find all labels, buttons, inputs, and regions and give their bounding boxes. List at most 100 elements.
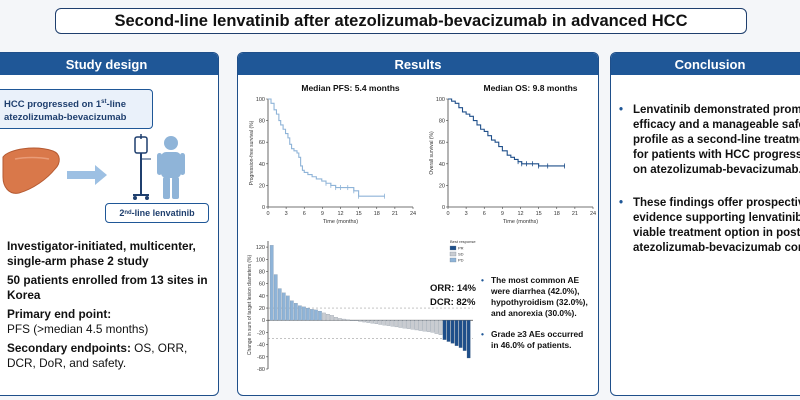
waterfall-bar [342, 318, 346, 321]
pfs-ytick-label: 20 [259, 183, 265, 189]
pfs-ylabel: Progression-free survival (%) [249, 120, 255, 185]
os-title: Median OS: 9.8 months [484, 83, 578, 93]
waterfall-bar [398, 320, 403, 328]
waterfall-bar [426, 320, 431, 332]
waterfall-ytick-label: 100 [256, 257, 265, 263]
study-design-header: Study design [0, 53, 218, 75]
waterfall-bar [434, 320, 439, 334]
os-ylabel: Overall survival (%) [429, 131, 435, 175]
iv-stand-icon [133, 134, 151, 200]
waterfall-ytick-label: 60 [259, 282, 265, 288]
waterfall-ytick-label: -20 [257, 330, 265, 336]
waterfall-bar [326, 314, 330, 321]
waterfall-bar [366, 320, 370, 323]
waterfall-bar [285, 295, 290, 321]
results-panel: Results Median PFS: 5.4 months 0 20 40 60 80 1… [237, 52, 599, 396]
waterfall-bar [350, 320, 354, 321]
pfs-ytick-label: 100 [256, 97, 265, 103]
waterfall-bar [382, 320, 387, 326]
waterfall-ytick-label: 0 [262, 318, 265, 324]
waterfall-ytick-label: 20 [259, 306, 265, 312]
waterfall-bar [318, 310, 322, 321]
waterfall-bar [310, 309, 314, 321]
pfs-ytick-label: 80 [259, 119, 265, 125]
study-design-panel: Study design HCC progressed on 1st-line … [0, 52, 219, 396]
pfs-ytick-label: 60 [259, 140, 265, 146]
os-ytick-label: 0 [442, 205, 445, 211]
waterfall-bar [358, 320, 362, 322]
pfs-xtick-label: 9 [321, 211, 324, 217]
secondary-endpoints-label: Secondary endpoints: [7, 341, 131, 355]
os-ytick-label: 20 [439, 183, 445, 189]
waterfall-bar [338, 318, 342, 321]
waterfall-bar [458, 320, 463, 348]
hcc-progressed-box: HCC progressed on 1st-line atezolizumab-… [0, 89, 153, 129]
pfs-xtick-label: 21 [392, 211, 398, 217]
conclusion-point-1: Lenvatinib demonstrated promising effica… [619, 103, 800, 178]
pfs-xtick-label: 3 [285, 211, 288, 217]
waterfall-bar [314, 309, 318, 321]
os-xtick-label: 18 [554, 211, 560, 217]
pfs-xtick-label: 15 [356, 211, 362, 217]
ae-common: The most common AE were diarrhea (42.0%)… [481, 275, 591, 319]
os-xtick-label: 3 [465, 211, 468, 217]
ae-grade3: Grade ≥3 AEs occurred in 46.0% of patien… [481, 329, 591, 351]
study-design-text: Investigator-initiated, multicenter, sin… [7, 239, 217, 375]
waterfall-legend-swatch [449, 245, 457, 251]
waterfall-bar [269, 245, 274, 321]
os-xlabel: Time (months) [503, 219, 538, 225]
os-xtick-label: 21 [572, 211, 578, 217]
waterfall-ytick-label: 120 [256, 245, 265, 251]
waterfall-bar [374, 320, 379, 324]
patient-icon [157, 136, 185, 199]
hcc-line1: HCC progressed on 1 [4, 99, 102, 111]
waterfall-bar [430, 320, 435, 333]
conclusion-header: Conclusion [611, 53, 800, 75]
primary-endpoint-value: PFS (>median 4.5 months) [7, 322, 149, 336]
waterfall-bar [330, 315, 334, 321]
dcr-label: DCR: 82% [430, 297, 476, 308]
waterfall-legend-label: PD [458, 258, 464, 263]
conclusion-list: Lenvatinib demonstrated promising effica… [619, 103, 800, 274]
pfs-curve [268, 98, 385, 197]
waterfall-bar [462, 320, 467, 351]
os-xtick-label: 9 [501, 211, 504, 217]
waterfall-bar [422, 320, 427, 332]
os-xtick-label: 12 [517, 211, 523, 217]
waterfall-bar [302, 306, 306, 321]
waterfall-bar [370, 320, 375, 324]
waterfall-bar [410, 320, 415, 330]
waterfall-bar [386, 320, 391, 326]
waterfall-bar [289, 300, 294, 321]
waterfall-legend-title: Best response [450, 239, 476, 244]
pfs-title: Median PFS: 5.4 months [301, 83, 400, 93]
waterfall-legend-label: PR [458, 246, 464, 251]
waterfall-bar [414, 320, 419, 331]
os-xtick-label: 15 [536, 211, 542, 217]
pfs-xtick-label: 18 [374, 211, 380, 217]
os-ytick-label: 40 [439, 162, 445, 168]
conclusion-panel: Conclusion Lenvatinib demonstrated promi… [610, 52, 800, 396]
waterfall-legend-swatch [449, 251, 457, 257]
lenva-pre: 2 [119, 208, 125, 218]
waterfall-ytick-label: 80 [259, 269, 265, 275]
adverse-events-list: The most common AE were diarrhea (42.0%)… [481, 275, 591, 361]
primary-endpoint-label: Primary end point: [7, 307, 112, 321]
waterfall-ytick-label: -60 [257, 355, 265, 361]
hcc-line1b: -line [106, 99, 127, 111]
pfs-xtick-label: 24 [410, 211, 416, 217]
os-xtick-label: 0 [446, 211, 449, 217]
waterfall-bar [446, 320, 451, 342]
waterfall-bar [438, 320, 443, 335]
pfs-xtick-label: 6 [303, 211, 306, 217]
waterfall-bar [306, 307, 310, 321]
orr-label: ORR: 14% [430, 283, 476, 294]
waterfall-bar [273, 274, 278, 321]
pfs-xtick-label: 0 [266, 211, 269, 217]
waterfall-bar [322, 312, 326, 321]
waterfall-bar [466, 320, 471, 359]
waterfall-bar [294, 303, 298, 321]
conclusion-point-2: These findings offer prospective evidenc… [619, 196, 800, 256]
waterfall-bar [406, 320, 411, 329]
